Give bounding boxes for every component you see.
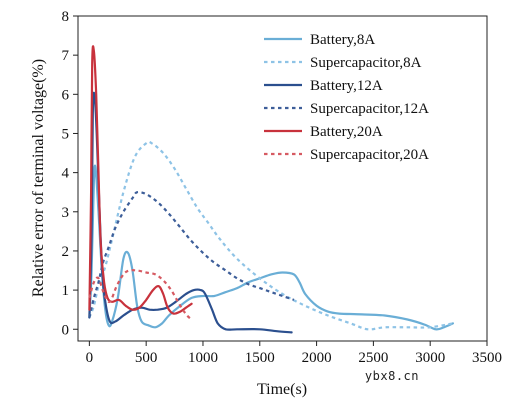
legend-label: Battery,8A	[310, 32, 375, 48]
legend-label: Supercapacitor,20A	[310, 147, 429, 163]
y-tick-label: 2	[62, 244, 70, 260]
series-line-4	[88, 190, 295, 318]
x-tick-label: 1500	[245, 350, 275, 366]
y-tick-label: 5	[62, 126, 70, 142]
y-tick-label: 7	[62, 48, 70, 64]
series-line-5	[88, 45, 193, 315]
x-tick-label: 2000	[302, 350, 332, 366]
watermark-text: ybx8.cn	[364, 369, 419, 383]
series-line-3	[88, 91, 293, 334]
series-line-6	[88, 269, 193, 321]
legend: Battery,8A Supercapacitor,8A Battery,12A Su…	[264, 32, 429, 163]
y-tick-label: 4	[62, 166, 70, 182]
legend-label: Supercapacitor,12A	[310, 101, 429, 117]
y-axis-title: Relative error of terminal voltage(%)	[30, 59, 47, 297]
legend-label: Battery,20A	[310, 124, 383, 140]
axis-ticks: 0 500 1000 1500 2000 2500 3000 3500 0 1 2 3 4 5 6 7 8	[62, 9, 503, 366]
x-axis-title: Time(s)	[257, 381, 307, 398]
plot-lines	[88, 45, 454, 334]
x-tick-label: 1000	[188, 350, 218, 366]
y-tick-label: 0	[62, 322, 70, 338]
x-tick-label: 3500	[472, 350, 502, 366]
plot-frame	[77, 15, 488, 342]
x-tick-label: 3000	[415, 350, 445, 366]
x-tick-label: 0	[86, 350, 94, 366]
legend-label: Battery,12A	[310, 78, 383, 94]
y-tick-label: 8	[62, 9, 70, 25]
legend-label: Supercapacitor,8A	[310, 55, 422, 71]
x-tick-label: 500	[135, 350, 158, 366]
y-tick-label: 6	[62, 87, 70, 103]
y-tick-label: 1	[62, 283, 70, 299]
series-line-1	[88, 164, 454, 331]
x-tick-label: 2500	[358, 350, 388, 366]
y-tick-label: 3	[62, 205, 70, 221]
